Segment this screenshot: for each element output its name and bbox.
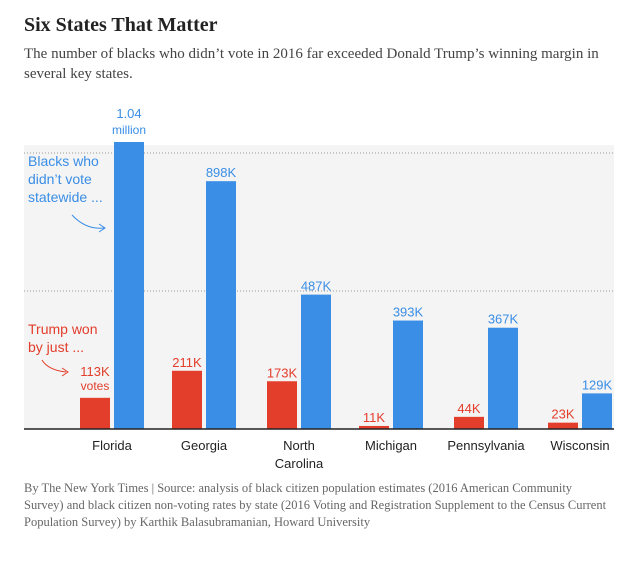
nonvoters-bar: [301, 294, 331, 429]
source-note: By The New York Times | Source: analysis…: [24, 481, 607, 529]
margin-value-unit: votes: [81, 379, 110, 393]
nonvoters-value-unit: million: [112, 123, 146, 137]
margin-annotation: Trump won by just ...: [28, 320, 118, 356]
x-tick-label: Pennsylvania: [447, 438, 525, 453]
nonvoters-value-label: 1.04: [116, 106, 141, 121]
nonvoters-bar: [488, 327, 518, 429]
nonvoters-annotation: Blacks who didn’t vote statewide ...: [28, 152, 118, 206]
x-tick-label: Wisconsin: [550, 438, 609, 453]
margin-bar: [454, 416, 484, 429]
margin-annotation-line: Trump won: [28, 321, 98, 337]
nonvoters-value-label: 129K: [582, 377, 613, 392]
x-tick-label: Florida: [92, 438, 133, 453]
nonvoters-bar: [114, 142, 144, 429]
margin-value-label: 44K: [457, 401, 480, 416]
margin-value-label: 113K: [80, 364, 110, 379]
nonvoters-value-label: 367K: [488, 312, 519, 327]
nonvoters-value-label: 487K: [301, 279, 332, 294]
nonvoters-value-label: 898K: [206, 165, 237, 180]
chart-subtitle: The number of blacks who didn’t vote in …: [24, 46, 599, 82]
blue-annotation-arrow: [71, 214, 105, 229]
margin-value-label: 211K: [172, 355, 202, 370]
chart-title: Six States That Matter: [24, 14, 218, 36]
nonvoters-bar: [206, 181, 236, 429]
nonvoters-annotation-line: statewide ...: [28, 189, 103, 205]
margin-bar: [359, 425, 389, 429]
x-tick-label: Michigan: [365, 438, 417, 453]
margin-annotation-line: by just ...: [28, 339, 85, 355]
nonvoters-bar: [393, 320, 423, 429]
margin-value-label: 23K: [551, 407, 574, 422]
nonvoters-annotation-line: didn’t vote: [28, 171, 92, 187]
margin-value-label: 11K: [363, 410, 385, 425]
margin-bar: [172, 370, 202, 429]
nonvoters-bar: [582, 393, 612, 429]
margin-value-label: 173K: [267, 365, 298, 380]
margin-bar: [548, 422, 578, 429]
x-tick-label: Georgia: [181, 438, 228, 453]
red-annotation-arrowhead: [61, 367, 69, 377]
blue-annotation-arrowhead: [98, 223, 106, 233]
red-annotation-arrow: [41, 359, 67, 373]
margin-bar: [267, 381, 297, 429]
nonvoters-value-label: 393K: [393, 305, 424, 320]
nonvoters-annotation-line: Blacks who: [28, 153, 99, 169]
x-tick-label: Carolina: [275, 456, 324, 471]
x-tick-label: North: [283, 438, 315, 453]
margin-bar: [80, 397, 110, 429]
